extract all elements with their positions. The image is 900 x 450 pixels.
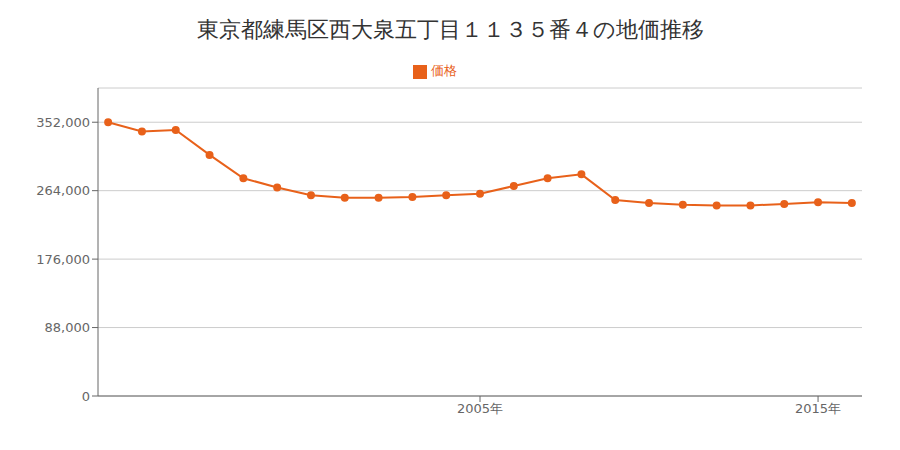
svg-text:264,000: 264,000 [36, 183, 90, 198]
svg-text:0: 0 [82, 389, 90, 404]
svg-text:88,000: 88,000 [45, 320, 91, 335]
svg-text:2005年: 2005年 [457, 401, 503, 416]
svg-text:2015年: 2015年 [795, 401, 841, 416]
svg-text:176,000: 176,000 [36, 252, 90, 267]
html-text:東京都練馬区西大泉五丁目１１３５番４の地価推移: 東京都練馬区西大泉五丁目１１３５番４の地価推移 [196, 17, 704, 42]
svg-text:352,000: 352,000 [36, 115, 90, 130]
html-text:価格: 価格 [431, 63, 457, 78]
